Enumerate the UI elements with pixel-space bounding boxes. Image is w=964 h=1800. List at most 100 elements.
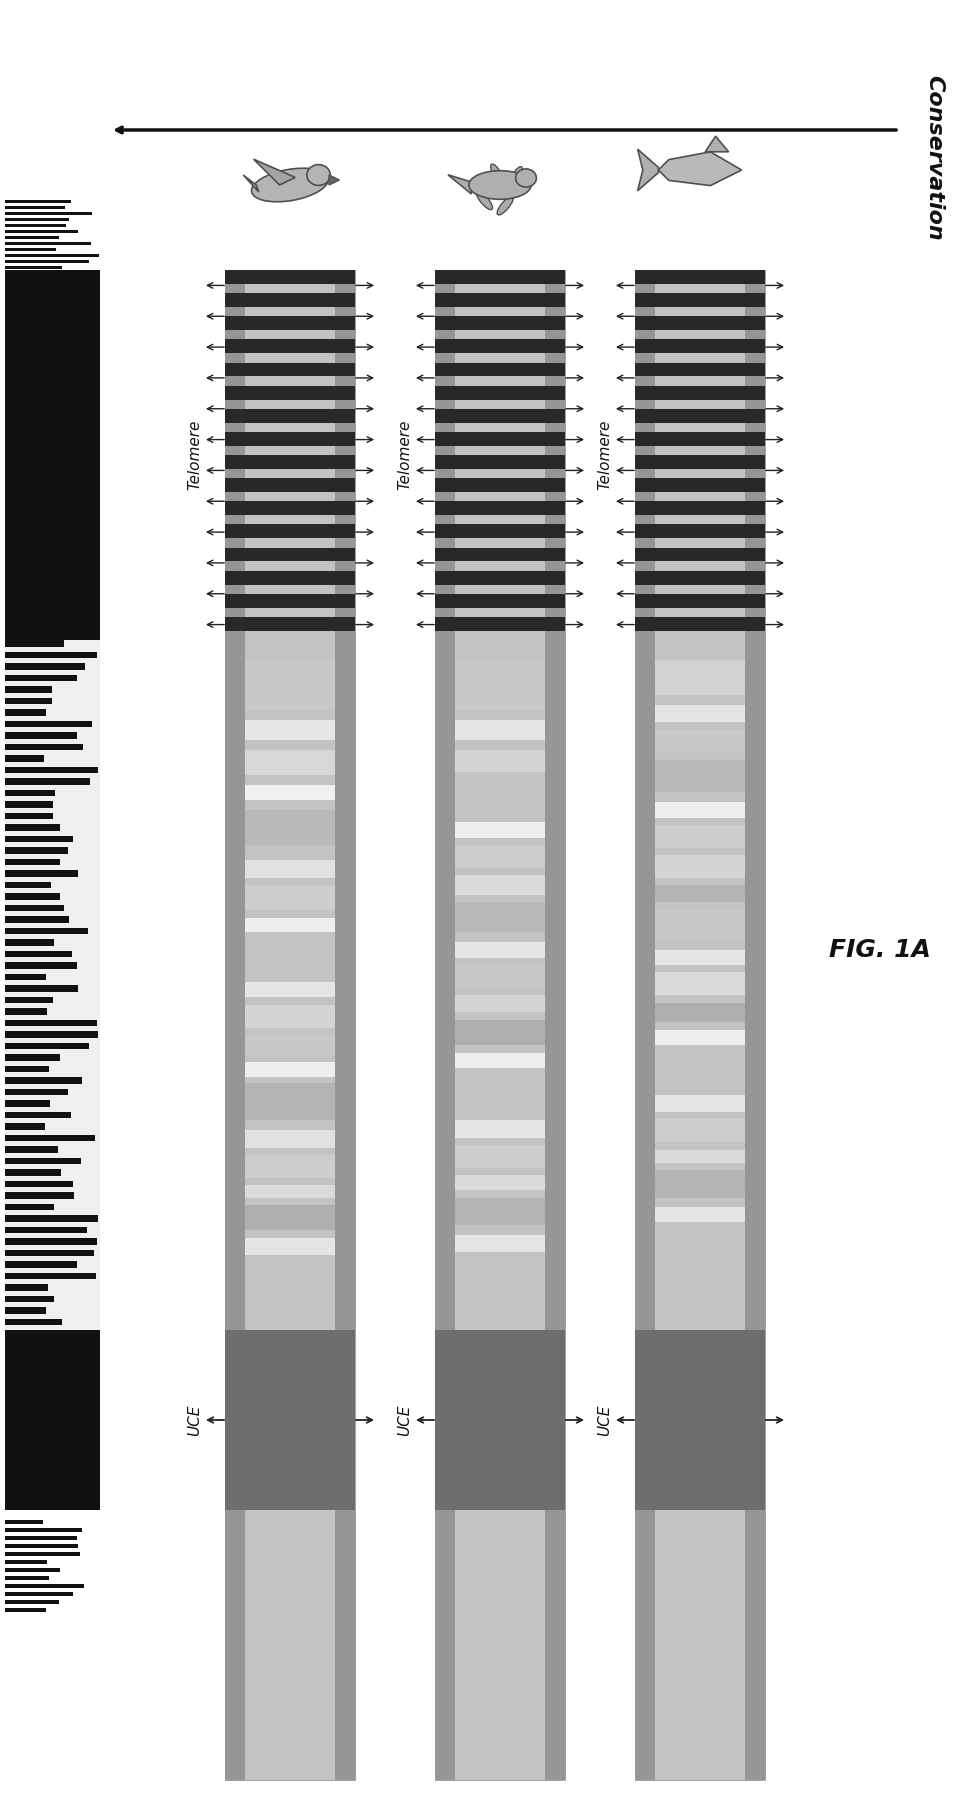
Bar: [5, 675, 77, 682]
Bar: [5, 754, 44, 761]
Bar: [5, 1089, 68, 1096]
Polygon shape: [448, 175, 471, 194]
Bar: [455, 1021, 545, 1046]
Bar: [5, 1249, 94, 1256]
Bar: [635, 362, 765, 376]
Bar: [245, 1156, 335, 1177]
Bar: [5, 1307, 45, 1314]
Bar: [5, 1568, 60, 1571]
Bar: [225, 432, 355, 446]
Bar: [5, 720, 93, 727]
Bar: [225, 571, 355, 585]
Bar: [635, 594, 765, 608]
Bar: [245, 1084, 335, 1120]
Bar: [225, 362, 355, 376]
Bar: [435, 547, 565, 562]
Bar: [435, 270, 565, 1780]
Bar: [5, 835, 73, 842]
Bar: [5, 1600, 59, 1604]
Bar: [225, 500, 355, 515]
Bar: [455, 751, 545, 772]
Bar: [225, 270, 355, 1780]
Polygon shape: [658, 151, 741, 185]
Bar: [5, 241, 91, 245]
Bar: [455, 1235, 545, 1253]
Bar: [245, 940, 335, 970]
Bar: [245, 1130, 335, 1148]
Text: UCE: UCE: [188, 1404, 202, 1436]
Bar: [225, 617, 355, 630]
Text: Telomere: Telomere: [397, 419, 413, 490]
Bar: [5, 236, 59, 239]
Bar: [5, 1066, 48, 1073]
Bar: [5, 259, 90, 263]
Bar: [435, 617, 565, 630]
Bar: [5, 767, 98, 774]
Bar: [655, 1051, 745, 1085]
Ellipse shape: [476, 191, 493, 211]
Bar: [655, 911, 745, 940]
Bar: [5, 1204, 54, 1210]
Bar: [5, 1584, 84, 1588]
Bar: [5, 1215, 98, 1222]
Bar: [5, 254, 99, 257]
Bar: [245, 1035, 335, 1055]
Bar: [225, 524, 355, 538]
Bar: [5, 869, 78, 877]
Bar: [5, 824, 61, 832]
Bar: [5, 848, 67, 853]
Bar: [455, 781, 545, 812]
Bar: [5, 1076, 82, 1084]
Bar: [245, 1204, 335, 1229]
Bar: [435, 479, 565, 491]
Bar: [225, 317, 355, 329]
Bar: [225, 270, 245, 1780]
Bar: [655, 1150, 745, 1163]
Bar: [5, 652, 97, 659]
Bar: [5, 997, 53, 1003]
Bar: [635, 340, 765, 353]
Bar: [245, 886, 335, 911]
Bar: [5, 1535, 76, 1541]
Bar: [5, 1111, 71, 1118]
Text: Telomere: Telomere: [188, 419, 202, 490]
Bar: [5, 1181, 72, 1188]
Bar: [245, 785, 335, 799]
Bar: [225, 385, 355, 400]
Bar: [5, 1283, 48, 1291]
Bar: [225, 479, 355, 491]
Bar: [245, 661, 335, 709]
Bar: [5, 1519, 43, 1525]
Bar: [335, 270, 355, 1780]
Polygon shape: [243, 175, 258, 193]
Bar: [5, 248, 56, 250]
Bar: [5, 778, 91, 785]
Bar: [655, 1170, 745, 1199]
Bar: [635, 571, 765, 585]
Bar: [5, 916, 69, 923]
Bar: [435, 571, 565, 585]
Polygon shape: [637, 149, 658, 191]
Bar: [245, 751, 335, 776]
Bar: [5, 1262, 77, 1267]
Ellipse shape: [497, 196, 513, 214]
Bar: [5, 1607, 46, 1613]
Bar: [455, 823, 545, 839]
Bar: [5, 266, 62, 268]
Bar: [435, 340, 565, 353]
Text: Conservation: Conservation: [924, 76, 944, 241]
Bar: [5, 1226, 87, 1233]
Bar: [655, 1118, 745, 1141]
Bar: [5, 1157, 81, 1165]
Bar: [245, 810, 335, 844]
Bar: [435, 524, 565, 538]
Bar: [635, 524, 765, 538]
Bar: [635, 455, 765, 468]
Bar: [245, 1184, 335, 1199]
Bar: [655, 1094, 745, 1112]
Bar: [5, 940, 54, 947]
Bar: [635, 479, 765, 491]
Bar: [655, 1208, 745, 1222]
Bar: [435, 409, 565, 423]
Bar: [5, 1055, 61, 1060]
